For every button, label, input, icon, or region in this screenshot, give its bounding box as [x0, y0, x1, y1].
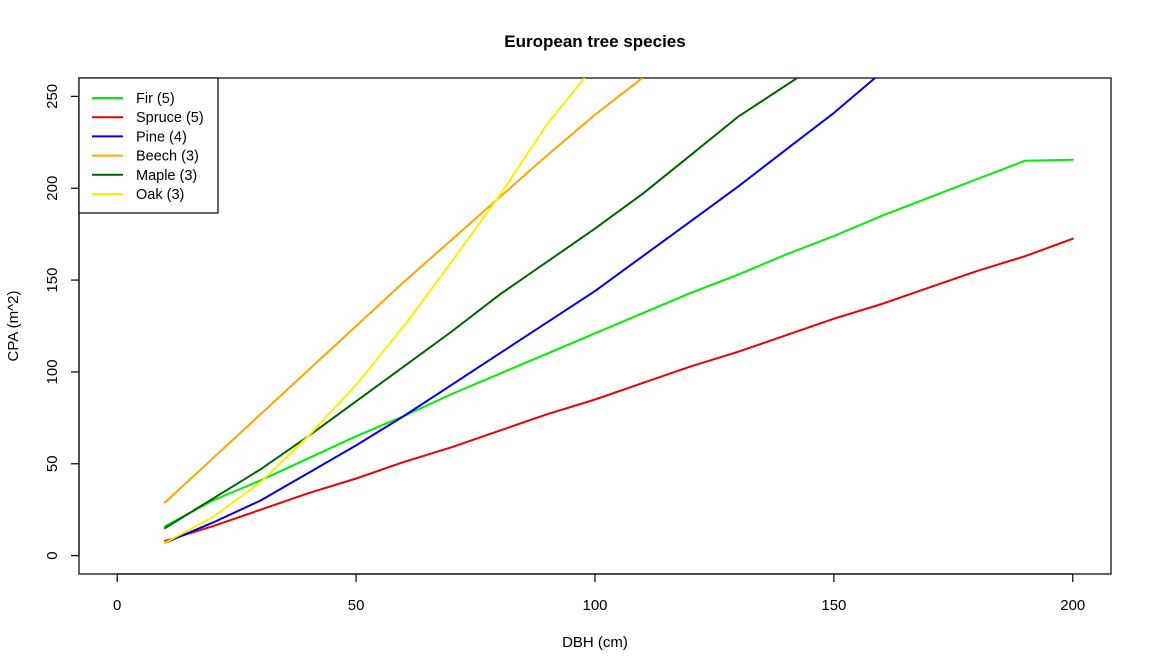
legend-box	[78, 77, 219, 214]
x-tick-label: 150	[821, 597, 846, 614]
legend-label: Maple (3)	[136, 168, 197, 184]
x-tick-label: 200	[1060, 597, 1085, 614]
y-tick-label: 150	[44, 268, 61, 293]
x-axis: 0 50 100 150 200	[113, 573, 1085, 614]
x-tick-label: 100	[582, 597, 607, 614]
series-line-4	[164, 78, 799, 530]
x-axis-label: DBH (cm)	[562, 634, 628, 651]
series-line-2	[164, 78, 876, 544]
x-tick-label: 50	[348, 597, 365, 614]
y-axis-label: CPA (m^2)	[5, 291, 22, 362]
y-tick-label: 250	[44, 84, 61, 109]
legend-label: Beech (3)	[136, 149, 199, 165]
y-tick-label: 0	[44, 551, 61, 559]
x-tick-label: 0	[113, 597, 121, 614]
series-line-1	[164, 237, 1074, 542]
legend-label: Pine (4)	[136, 129, 187, 145]
plot-frame	[78, 77, 1112, 575]
chart-title: European tree species	[504, 32, 685, 51]
legend-label: Oak (3)	[136, 187, 184, 203]
y-tick-label: 50	[44, 455, 61, 472]
series-line-5	[164, 78, 586, 544]
y-tick-label: 200	[44, 176, 61, 201]
series-line-0	[164, 158, 1074, 528]
series-line-3	[164, 78, 644, 504]
plot-lines	[164, 78, 1074, 544]
y-axis: 0 50 100 150 200 250	[44, 84, 80, 560]
y-tick-label: 100	[44, 359, 61, 384]
legend-label: Fir (5)	[136, 91, 175, 107]
legend-label: Spruce (5)	[136, 110, 204, 126]
legend: Fir (5) Spruce (5) Pine (4) Beech (3) Maple …	[78, 77, 219, 214]
